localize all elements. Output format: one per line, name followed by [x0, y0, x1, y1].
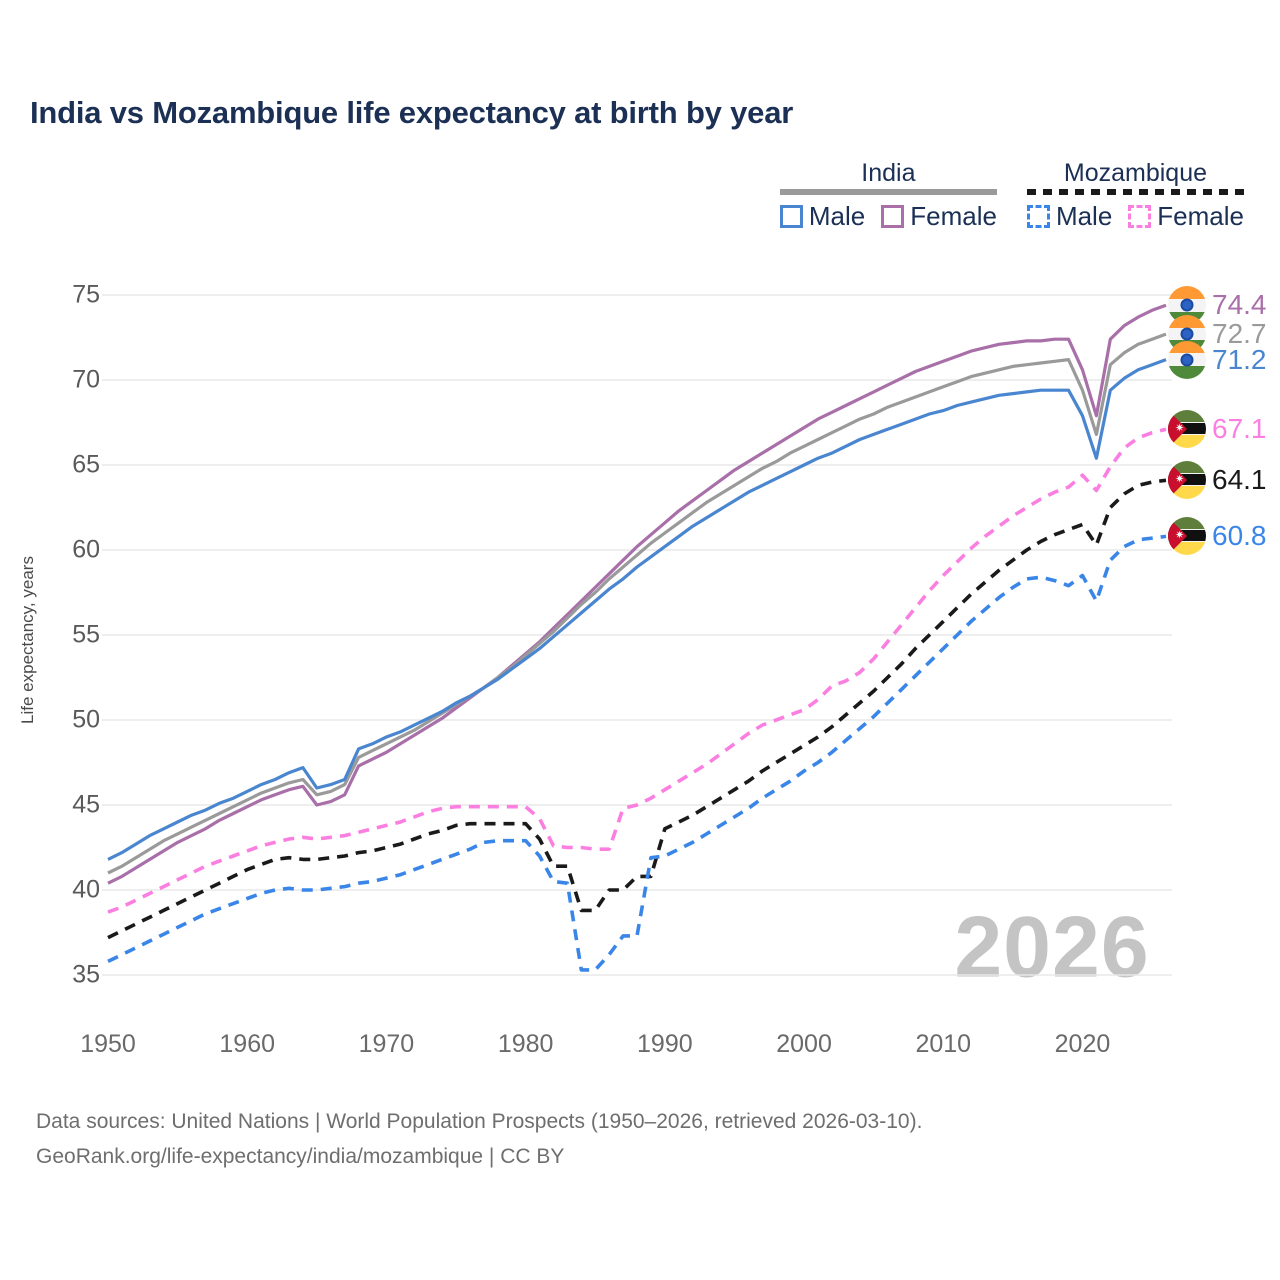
series-line-mozambique-total: [107, 478, 1167, 940]
page-title: India vs Mozambique life expectancy at b…: [30, 95, 794, 130]
legend-country-rule-india: [779, 189, 997, 196]
series-line-india-male: [107, 358, 1167, 861]
legend-swatch-icon: [1026, 205, 1050, 229]
legend-key-label: Female: [910, 201, 997, 232]
legend-swatch-icon: [881, 205, 905, 229]
y-axis-tick-label: 55: [72, 620, 100, 649]
mozambique-flag-icon: ✷: [1168, 517, 1206, 556]
y-axis-tick-label: 40: [72, 875, 100, 904]
end-label-value: 67.1: [1212, 413, 1267, 445]
y-axis-tick-label: 45: [72, 790, 100, 819]
series-line-india-female: [107, 303, 1167, 885]
x-axis-tick-label: 1980: [497, 1030, 554, 1058]
legend-key-india-male[interactable]: Male: [779, 201, 866, 232]
legend-key-label: Male: [808, 201, 866, 232]
mozambique-flag-icon: ✷: [1168, 461, 1206, 500]
y-axis-tick-label: 60: [72, 535, 100, 564]
year-watermark: 2026: [954, 899, 1150, 996]
legend-key-mozambique-male[interactable]: Male: [1026, 201, 1113, 232]
legend-group-mozambique: Mozambique Male Female: [1026, 159, 1244, 232]
legend-swatch-icon: [1128, 205, 1152, 229]
legend-key-label: Female: [1157, 201, 1244, 232]
x-axis-tick-label: 1960: [219, 1030, 276, 1058]
x-axis-tick-label: 2010: [915, 1030, 972, 1058]
legend-key-label: Male: [1055, 201, 1113, 232]
footer-line-2: GeoRank.org/life-expectancy/india/mozamb…: [36, 1144, 565, 1168]
mozambique-flag-icon: ✷: [1168, 410, 1206, 449]
end-label-mozambique-male: ✷ 60.8: [1168, 517, 1267, 556]
end-label-mozambique-female: ✷ 67.1: [1168, 410, 1267, 449]
india-flag-icon: [1168, 340, 1206, 379]
legend-country-label: Mozambique: [1063, 159, 1208, 187]
end-label-mozambique-total: ✷ 64.1: [1168, 461, 1267, 500]
x-axis-tick-label: 2020: [1054, 1030, 1111, 1058]
legend-group-india: India Male Female: [779, 159, 997, 232]
x-axis-tick-label: 2000: [776, 1030, 832, 1058]
legend-key-mozambique-female[interactable]: Female: [1128, 201, 1244, 232]
end-label-value: 74.4: [1212, 289, 1267, 321]
end-label-value: 71.2: [1212, 343, 1267, 375]
legend-country-label: India: [861, 159, 916, 187]
chart-legend: India Male Female Mozambique Male: [779, 159, 1244, 232]
legend-keys-mozambique: Male Female: [1026, 201, 1244, 232]
y-axis-tick-label: 70: [72, 365, 100, 394]
end-label-value: 60.8: [1212, 520, 1267, 552]
y-axis-ticks: 35 40 45 50 55 60 65 70 75: [44, 0, 100, 1280]
end-label-value: 72.7: [1212, 318, 1267, 350]
y-axis-tick-label: 35: [72, 960, 100, 989]
legend-country-rule-mozambique: [1026, 189, 1244, 196]
series-line-mozambique-female: [107, 427, 1167, 914]
x-axis-tick-label: 1970: [358, 1030, 415, 1058]
end-label-india-male: 71.2: [1168, 340, 1267, 379]
footer-line-1: Data sources: United Nations | World Pop…: [36, 1110, 923, 1133]
y-axis-tick-label: 50: [72, 705, 100, 734]
legend-swatch-icon: [779, 205, 803, 229]
end-label-value: 64.1: [1212, 464, 1267, 496]
x-axis-tick-label: 1950: [80, 1030, 136, 1058]
y-axis-tick-label: 65: [72, 450, 100, 479]
y-axis-tick-label: 75: [72, 280, 100, 309]
series-line-mozambique-male: [107, 534, 1167, 972]
legend-key-india-female[interactable]: Female: [881, 201, 997, 232]
x-axis-tick-label: 1990: [637, 1030, 693, 1058]
footer-credits: Data sources: United Nations | World Pop…: [36, 1105, 922, 1174]
end-label-india-female: 74.4: [1168, 286, 1267, 325]
series-line-india-total: [107, 332, 1167, 875]
legend-keys-india: Male Female: [779, 201, 997, 232]
